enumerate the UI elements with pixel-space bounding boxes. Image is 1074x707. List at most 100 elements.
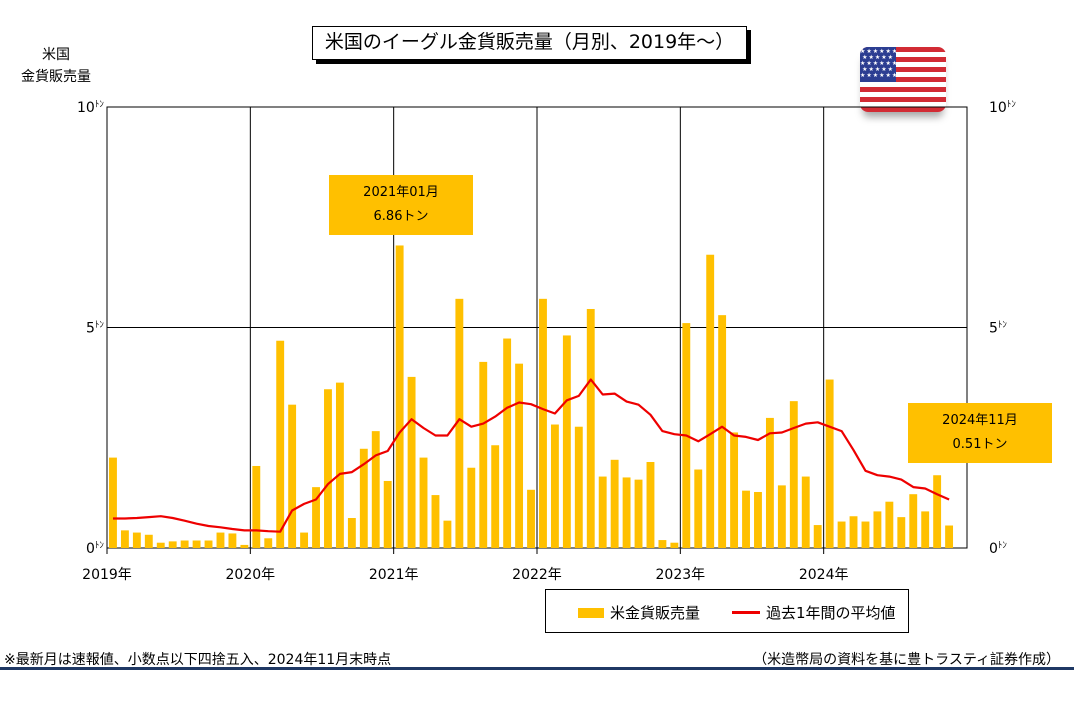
bar xyxy=(347,518,356,548)
bar xyxy=(515,363,524,548)
x-tick-label: 2019年 xyxy=(82,567,132,583)
y-tick-number: 0 xyxy=(86,541,95,557)
bar xyxy=(419,457,428,548)
bar xyxy=(730,432,739,548)
bar xyxy=(586,308,595,548)
annotation-peak-date: 2021年01月 xyxy=(363,185,439,200)
bar xyxy=(383,480,392,548)
bar xyxy=(694,469,703,548)
bar xyxy=(658,540,667,548)
legend-line-swatch xyxy=(732,611,760,614)
bar xyxy=(479,361,488,548)
bar xyxy=(371,431,380,548)
y-tick-label-left: 10ﾄﾝ xyxy=(77,100,104,116)
bar xyxy=(885,501,894,548)
y-tick-label-left: 5ﾄﾝ xyxy=(86,321,104,337)
bar xyxy=(168,541,177,548)
bar xyxy=(132,532,141,548)
y-tick-label-right: 0ﾄﾝ xyxy=(989,541,1007,557)
bar xyxy=(598,476,607,548)
bar xyxy=(670,542,679,548)
bar xyxy=(562,335,571,548)
average-line xyxy=(113,378,950,533)
bar xyxy=(264,538,273,548)
us-flag-icon: ★★★★★★ ★★★★★ ★★★★★★ ★★★★★ ★★★★★★ xyxy=(860,47,946,112)
bar xyxy=(240,544,249,548)
bar xyxy=(897,517,906,548)
bar xyxy=(933,475,942,548)
bar xyxy=(646,462,655,548)
bar xyxy=(754,491,762,548)
bar xyxy=(407,376,416,548)
annotation-peak: 2021年01月 6.86トン xyxy=(329,175,473,235)
y-axis-header-line1: 米国 xyxy=(42,47,70,63)
y-axis-header-line2: 金貨販売量 xyxy=(21,69,91,85)
x-tick-label: 2020年 xyxy=(226,567,276,583)
annotation-latest: 2024年11月 0.51トン xyxy=(908,403,1052,463)
bar xyxy=(395,245,404,548)
x-tick-label: 2023年 xyxy=(656,567,706,583)
annotation-latest-value: 0.51トン xyxy=(952,437,1008,452)
bar xyxy=(216,532,225,548)
legend-item-bar: 米金貨販売量 xyxy=(578,602,700,623)
y-tick-unit: ﾄﾝ xyxy=(998,321,1008,331)
bar xyxy=(849,516,858,548)
bar xyxy=(312,487,320,548)
legend-line-label: 過去1年間の平均値 xyxy=(766,604,896,622)
bar xyxy=(945,525,954,548)
y-tick-label-right: 10ﾄﾝ xyxy=(989,100,1016,116)
legend-bar-swatch xyxy=(578,607,604,618)
bar xyxy=(742,490,750,548)
bar xyxy=(180,540,189,548)
y-tick-number: 0 xyxy=(989,541,998,557)
bar xyxy=(861,521,870,548)
bar xyxy=(467,467,476,548)
bar xyxy=(777,485,786,548)
footnote-left: ※最新月は速報値、小数点以下四捨五入、2024年11月末時点 xyxy=(4,652,392,668)
bar xyxy=(813,525,822,548)
chart-legend: 米金貨販売量 過去1年間の平均値 xyxy=(545,589,909,633)
bar xyxy=(300,532,309,548)
annotation-peak-value: 6.86トン xyxy=(373,209,429,224)
y-tick-number: 5 xyxy=(86,321,95,337)
y-tick-number: 10 xyxy=(77,100,95,116)
bar xyxy=(204,540,213,548)
x-tick-label: 2022年 xyxy=(512,567,562,583)
x-tick-label: 2024年 xyxy=(799,567,849,583)
bottom-rule xyxy=(0,667,1074,670)
bar xyxy=(109,457,117,548)
bar xyxy=(527,489,535,548)
bar xyxy=(873,511,882,548)
legend-bar-label: 米金貨販売量 xyxy=(610,604,701,622)
bar xyxy=(550,424,559,548)
bar xyxy=(455,298,464,548)
bar xyxy=(634,479,643,548)
bar xyxy=(491,445,500,548)
bar xyxy=(765,417,774,548)
line-series xyxy=(113,378,950,533)
y-tick-unit: ﾄﾝ xyxy=(95,100,105,110)
bar xyxy=(431,495,440,548)
bar xyxy=(156,542,165,548)
y-tick-label-right: 5ﾄﾝ xyxy=(989,321,1007,337)
x-tick-label: 2021年 xyxy=(369,567,419,583)
annotation-latest-date: 2024年11月 xyxy=(942,413,1018,428)
bar xyxy=(252,465,261,548)
y-tick-unit: ﾄﾝ xyxy=(1007,100,1017,110)
bar xyxy=(574,426,583,548)
bar xyxy=(443,520,452,548)
bar xyxy=(610,459,619,548)
bar xyxy=(718,315,727,548)
bar xyxy=(120,530,129,548)
grid xyxy=(106,106,968,549)
bar xyxy=(909,494,918,548)
bar xyxy=(921,511,930,548)
bar xyxy=(539,298,547,548)
bar xyxy=(837,521,846,548)
y-tick-label-left: 0ﾄﾝ xyxy=(86,541,104,557)
bar xyxy=(706,254,715,549)
bar-series xyxy=(109,245,954,549)
bar xyxy=(801,476,810,548)
